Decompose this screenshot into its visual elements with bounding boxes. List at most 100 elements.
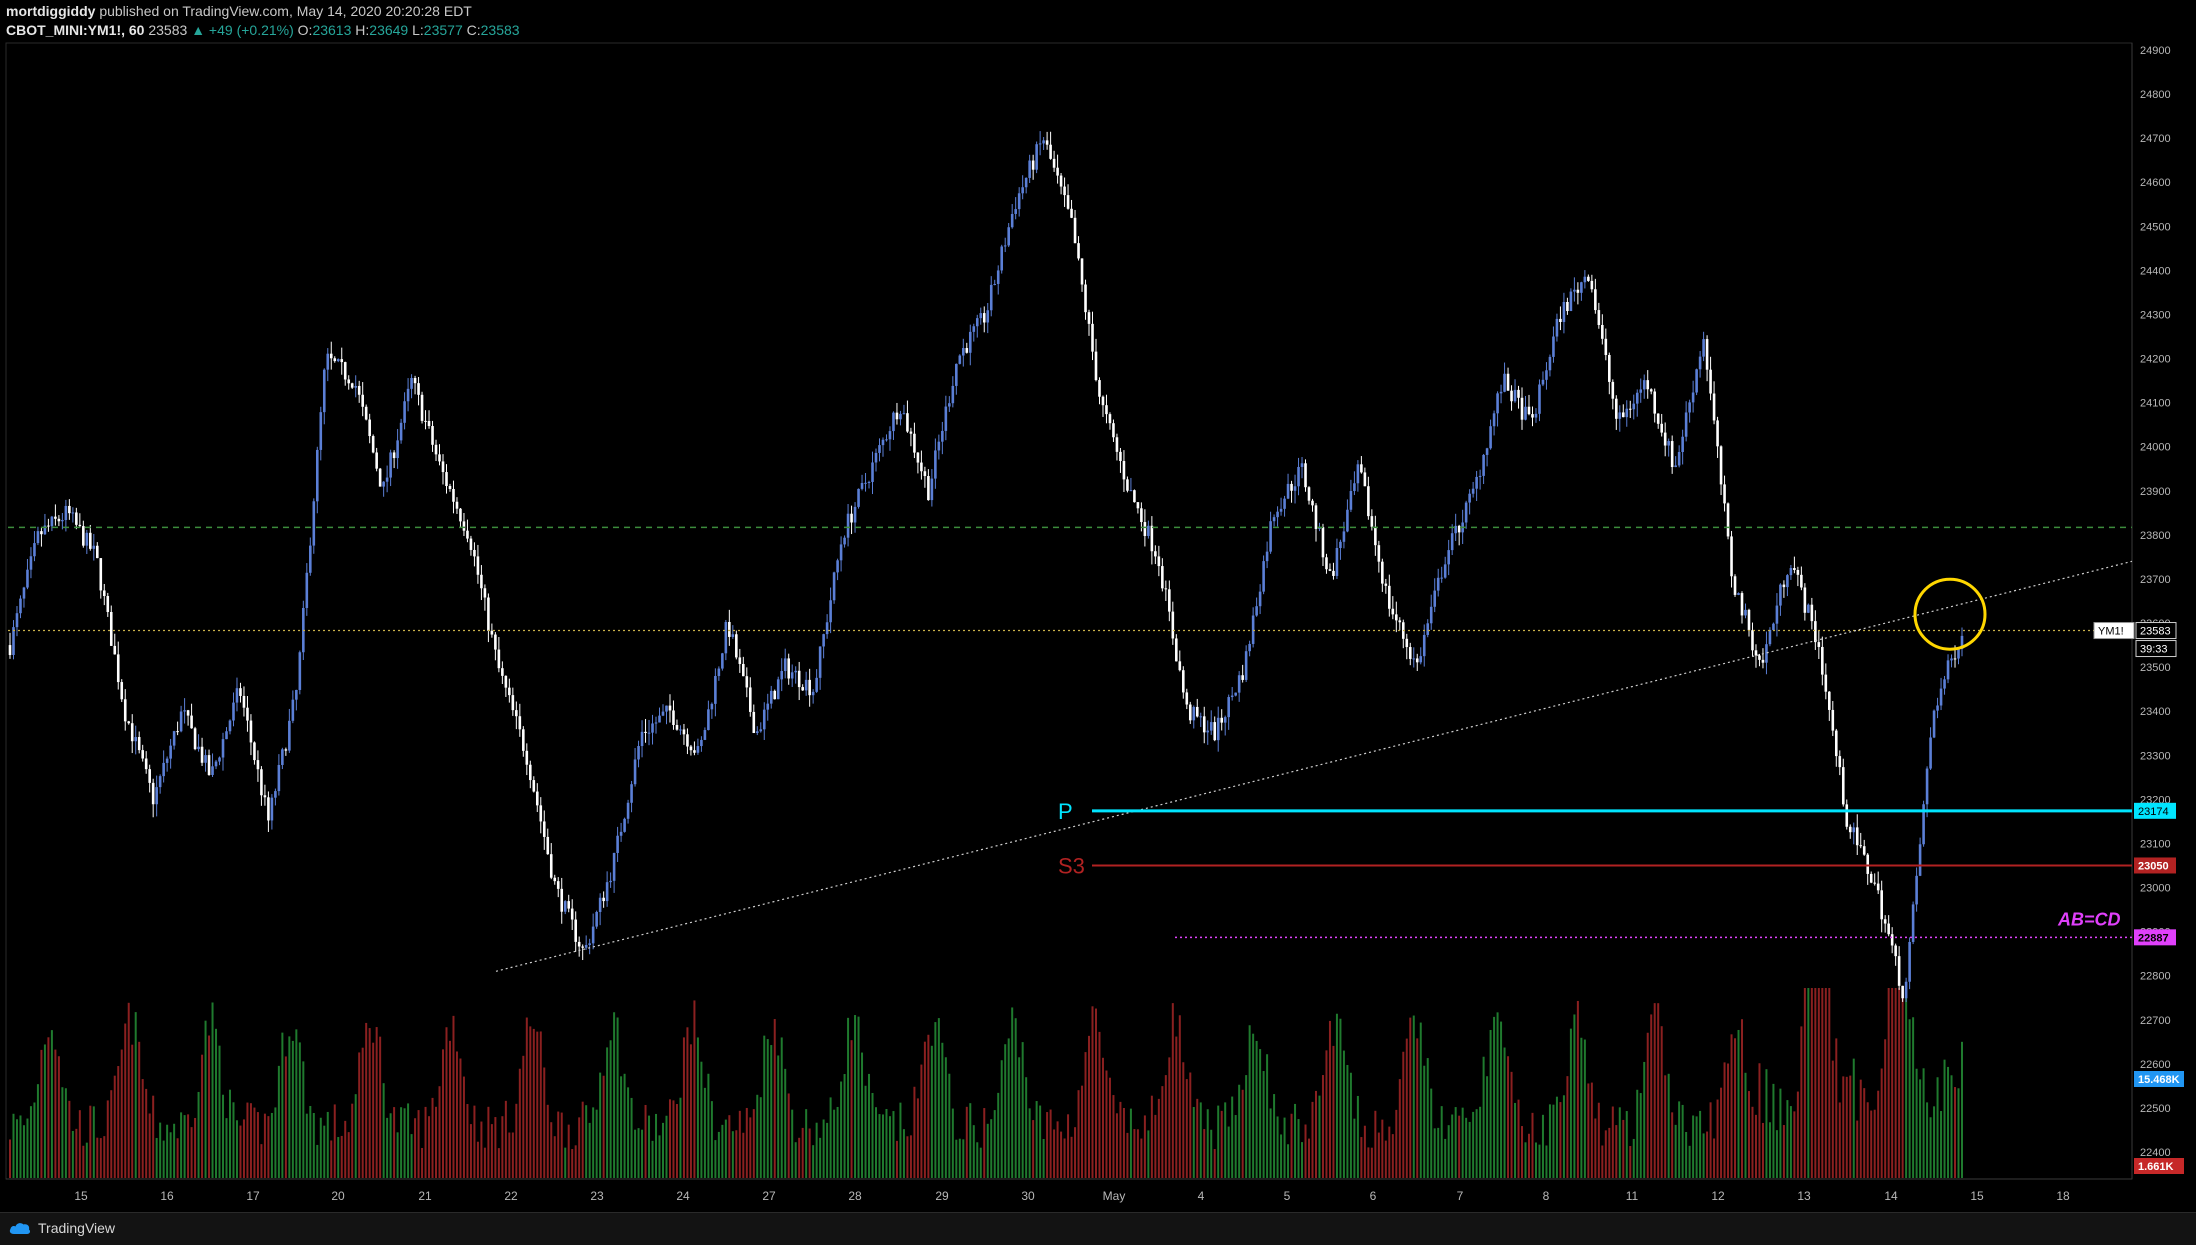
volume-bar	[1049, 1109, 1052, 1178]
candle-body	[455, 501, 459, 509]
price-tick-label: 24700	[2140, 133, 2171, 145]
candle-body	[225, 731, 228, 740]
candle-body	[1328, 569, 1332, 571]
volume-bar	[1084, 1052, 1087, 1178]
volume-bar	[497, 1148, 500, 1178]
candle-body	[535, 791, 539, 806]
volume-bar	[976, 1142, 979, 1178]
volume-bar	[1919, 1079, 1922, 1178]
countdown-tag	[2135, 640, 2177, 658]
candle-body	[19, 598, 22, 614]
candle-body	[1059, 175, 1063, 187]
author-name[interactable]: mortdiggiddy	[6, 3, 96, 19]
candle-body	[797, 670, 801, 688]
volume-bar	[564, 1147, 567, 1178]
highlight-circle[interactable]	[1913, 577, 1987, 651]
volume-bar	[658, 1135, 661, 1178]
volume-bar	[1954, 1087, 1957, 1178]
time-tick-label: May	[1103, 1189, 1126, 1203]
candle-body	[434, 444, 438, 455]
candle-body	[1370, 516, 1374, 527]
price-tick-label: 24500	[2140, 221, 2171, 233]
time-tick-label: 15	[1970, 1189, 1984, 1203]
candle-body	[263, 795, 267, 798]
candle-body	[179, 711, 183, 732]
candle-body	[1223, 717, 1227, 723]
volume-bar	[1311, 1101, 1314, 1178]
candle-body	[1220, 717, 1224, 723]
volume-bar	[833, 1109, 836, 1178]
volume-bar	[438, 1086, 441, 1178]
candle-body	[95, 545, 99, 559]
volume-bar	[190, 1127, 193, 1178]
candle-body	[399, 422, 403, 441]
candle-body	[1684, 412, 1688, 437]
candle-body	[1300, 463, 1304, 467]
candle-body	[151, 782, 155, 805]
volume-bar	[270, 1112, 273, 1178]
candle-body	[808, 679, 811, 696]
candle-body	[368, 419, 371, 437]
symbol-label[interactable]: CBOT_MINI:YM1!, 60	[6, 22, 145, 38]
price-tick-label: 22600	[2140, 1059, 2171, 1071]
volume-bar	[1468, 1121, 1471, 1178]
pivot-p-tag-text: 23174	[2138, 806, 2169, 818]
volume-bar	[1161, 1086, 1164, 1178]
tradingview-logo[interactable]: TradingView	[8, 1220, 115, 1236]
candle-body	[1213, 722, 1217, 741]
candle-body	[955, 363, 958, 386]
candle-body	[1904, 981, 1908, 999]
price-chart[interactable]: P S3 AB=CD 24900 24800 24700 24600 24500 2440…	[0, 0, 2196, 1212]
candle-body	[75, 512, 78, 525]
candle-body	[333, 358, 337, 362]
volume-bar	[529, 1026, 532, 1178]
candle-body	[1873, 882, 1877, 884]
volume-bar	[1447, 1125, 1450, 1178]
candle-body	[1286, 483, 1290, 499]
candle-body	[1171, 611, 1175, 639]
volume-bar	[75, 1128, 78, 1178]
volume-bar	[288, 1036, 291, 1178]
candle-body	[1702, 339, 1705, 357]
candle-body	[1573, 289, 1576, 292]
candle-body	[1852, 827, 1856, 833]
candle-body	[1251, 615, 1255, 644]
candle-body	[336, 359, 340, 362]
volume-bar	[152, 1095, 155, 1178]
volume-bar	[668, 1099, 671, 1178]
candle-body	[773, 690, 777, 700]
candle-body	[1810, 604, 1814, 622]
candle-body	[1828, 691, 1831, 710]
volume-bar	[717, 1131, 720, 1178]
candle-body	[1168, 589, 1171, 612]
volume-bar	[235, 1120, 238, 1178]
candle-body	[906, 413, 909, 432]
time-tick-label: 11	[1626, 1189, 1639, 1203]
volume-bar	[1175, 1036, 1178, 1178]
candle-body	[710, 703, 714, 710]
volume-bar	[553, 1136, 556, 1178]
volume-bar	[1210, 1129, 1213, 1178]
candle-body	[679, 729, 682, 731]
volume-bar	[1622, 1119, 1625, 1178]
volume-bar	[96, 1137, 99, 1178]
volume-bar	[40, 1049, 43, 1178]
candle-body	[885, 439, 888, 441]
candle-body	[424, 420, 427, 422]
candle-body	[1513, 389, 1517, 402]
candle-body	[417, 383, 420, 395]
candle-body	[1744, 609, 1747, 616]
candle-body	[221, 739, 225, 758]
candle-body	[612, 852, 616, 881]
volume-bar	[672, 1100, 675, 1178]
candle-body	[1642, 380, 1646, 390]
trendline[interactable]	[495, 560, 2133, 972]
volume-bar	[1451, 1114, 1454, 1178]
candle-body	[735, 634, 738, 658]
volume-bar	[1870, 1110, 1873, 1178]
volume-bar	[675, 1104, 678, 1178]
volume-bar	[1510, 1071, 1513, 1178]
volume-bar	[407, 1103, 410, 1178]
candle-body	[1429, 606, 1433, 624]
volume-bar	[1507, 1056, 1510, 1178]
